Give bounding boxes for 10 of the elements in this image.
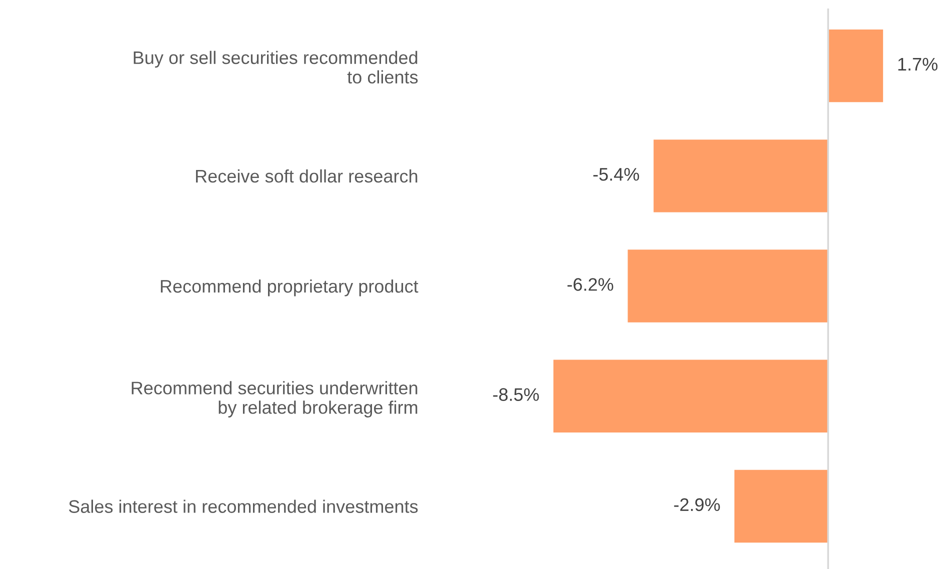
data-label: -2.9%	[674, 498, 720, 512]
y-tick-label: Recommend securities underwritten by related brokerage firm	[132, 381, 418, 418]
y-tick-label: Sales interest in recommended investments	[68, 500, 418, 513]
y-tick-label: Buy or sell securities recommended to clients	[134, 50, 418, 84]
data-label: -8.5%	[493, 388, 539, 401]
data-label: -6.2%	[567, 278, 614, 291]
y-tick-label: Receive soft dollar research	[196, 169, 418, 183]
y-tick-label: Recommend proprietary product	[160, 279, 418, 296]
data-label: 1.7%	[898, 58, 938, 71]
data-label: -5.4%	[593, 168, 640, 181]
